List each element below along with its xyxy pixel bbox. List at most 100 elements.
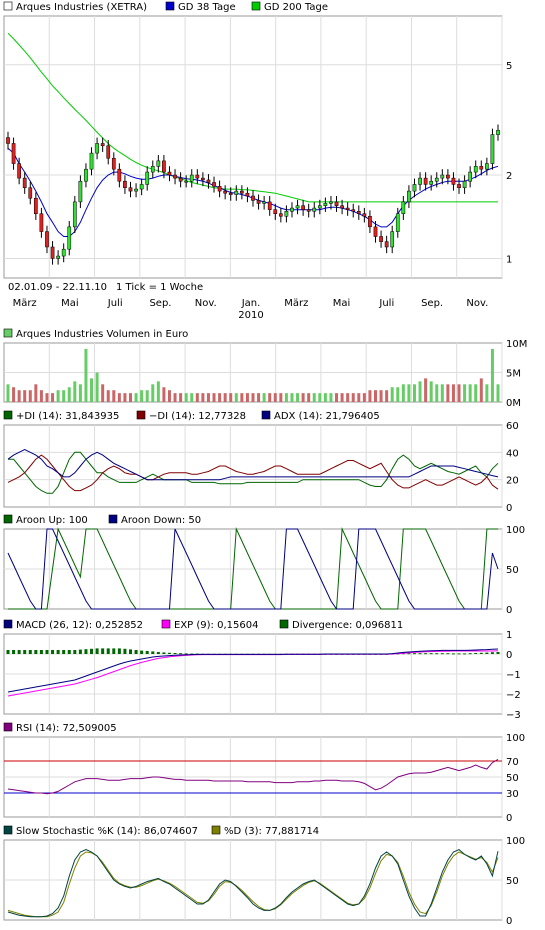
legend-label: +DI (14): 31,843935: [16, 411, 119, 422]
candle-body: [446, 174, 450, 179]
candle-body: [395, 213, 400, 232]
volume-bar: [12, 387, 16, 402]
legend-swatch: [261, 410, 271, 420]
x-tick-label: März: [13, 298, 37, 309]
divergence-bar: [73, 650, 77, 654]
volume-bar: [424, 378, 428, 402]
divergence-bar: [145, 651, 149, 654]
candle-body: [317, 205, 322, 209]
aroon-down-line: [7, 528, 499, 610]
volume-bar: [368, 390, 372, 402]
volume-bar: [28, 390, 32, 402]
volume-bar: [23, 390, 27, 402]
volume-bar: [62, 390, 66, 402]
legend-label: EXP (9): 0,15604: [174, 620, 258, 631]
x-tick-label: Sep.: [421, 298, 443, 309]
divergence-bar: [190, 653, 194, 655]
y-tick-label: 0: [506, 916, 512, 927]
volume-bar: [451, 384, 455, 402]
volume-bar: [56, 390, 60, 402]
candle-body: [67, 226, 72, 250]
volume-bar: [284, 393, 288, 402]
divergence-bar: [45, 650, 49, 654]
volume-bar: [312, 393, 316, 402]
volume-bar: [490, 348, 494, 402]
candle-body: [17, 163, 21, 179]
volume-bar: [201, 393, 205, 402]
candle-body: [6, 137, 10, 144]
volume-bar: [134, 393, 138, 402]
candle-body: [228, 192, 233, 195]
volume-bar: [173, 393, 177, 402]
volume-bar: [195, 393, 199, 402]
volume-bar: [123, 393, 127, 402]
volume-bar: [162, 387, 166, 402]
divergence-bar: [463, 653, 467, 655]
candle-body: [217, 186, 222, 192]
legend-swatch: [3, 825, 13, 835]
divergence-bar: [129, 649, 132, 654]
y-tick-label: −1: [506, 670, 521, 681]
y-tick-label: 40: [506, 448, 519, 459]
y-tick-label: 5M: [506, 369, 521, 380]
minus-di-line: [7, 454, 499, 492]
volume-bar: [145, 390, 149, 402]
volume-bar: [140, 390, 144, 402]
divergence-bar: [34, 650, 38, 654]
volume-bar: [474, 384, 478, 402]
y-tick-label: 60: [506, 421, 519, 432]
volume-bar: [78, 384, 82, 402]
legend-label: GD 38 Tage: [178, 2, 236, 13]
volume-bar: [318, 393, 322, 402]
volume-bar: [223, 393, 227, 402]
y-tick-label: 0: [506, 503, 512, 514]
candle-body: [329, 201, 333, 204]
candle-body: [440, 174, 445, 179]
volume-bar: [401, 384, 405, 402]
plot-frame: [3, 424, 503, 508]
candle-body: [384, 241, 389, 248]
volume-bar: [346, 393, 350, 402]
divergence-bar: [23, 650, 27, 654]
x-tick-label: Mai: [61, 298, 79, 309]
divergence-bar: [151, 651, 155, 654]
divergence-bar: [401, 653, 405, 655]
candle-body: [412, 184, 417, 192]
candle-body: [61, 248, 66, 257]
divergence-bar: [468, 653, 472, 655]
candle-body: [123, 180, 127, 188]
volume-bar: [468, 384, 472, 402]
volume-bar: [95, 372, 99, 402]
legend-label: Arques Industries (XETRA): [16, 2, 147, 13]
y-tick-label: 2: [506, 171, 512, 182]
legend-swatch: [3, 722, 13, 732]
legend-label: MACD (26, 12): 0,252852: [16, 620, 143, 631]
candle-body: [50, 246, 55, 259]
legend-swatch: [161, 619, 171, 629]
candle-body: [78, 180, 83, 203]
legend-label: Aroon Down: 50: [121, 515, 201, 526]
volume-bar: [390, 387, 394, 402]
candle-body: [150, 166, 155, 173]
candle-body: [457, 184, 461, 188]
divergence-bar: [117, 648, 121, 654]
y-tick-label: 0M: [506, 398, 521, 409]
x-tick-label: Nov.: [466, 298, 488, 309]
divergence-bar: [407, 653, 411, 655]
x-tick-label: Nov.: [195, 298, 217, 309]
plus-di-line: [8, 451, 499, 494]
volume-bar: [463, 384, 467, 402]
volume-bar: [184, 393, 188, 402]
y-tick-label: −2: [506, 690, 521, 701]
y-tick-label: 100: [506, 525, 525, 536]
candle-body: [39, 213, 44, 232]
volume-bar: [190, 393, 194, 402]
volume-bar: [412, 384, 416, 402]
volume-bar: [6, 384, 10, 402]
volume-bar: [251, 393, 255, 402]
volume-bar: [479, 378, 483, 402]
volume-bar: [84, 348, 88, 402]
divergence-bar: [446, 653, 450, 655]
adx-line: [7, 449, 499, 481]
volume-bar: [229, 393, 233, 402]
